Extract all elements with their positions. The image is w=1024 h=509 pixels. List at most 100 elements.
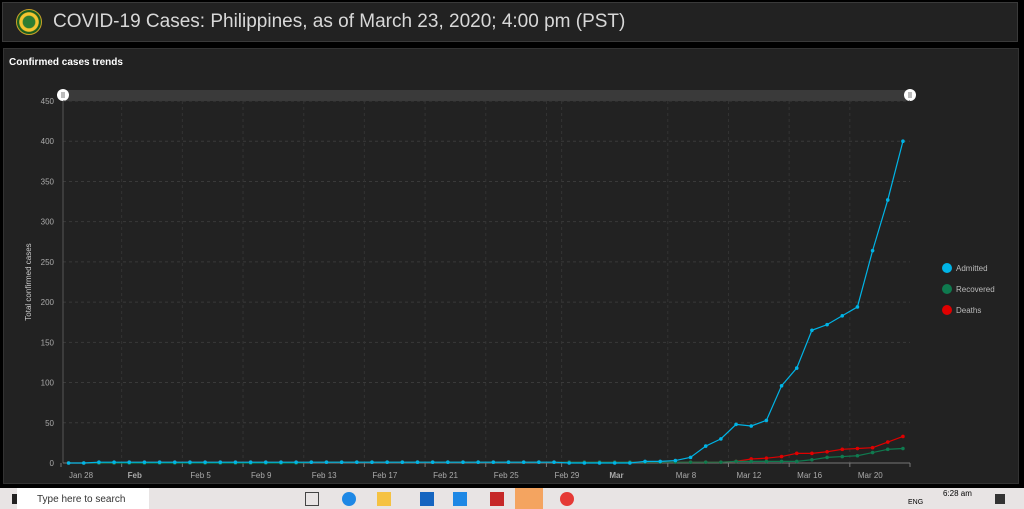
data-point-admitted (66, 461, 71, 465)
data-point-admitted (294, 460, 298, 464)
data-point-admitted (81, 461, 86, 465)
data-point-admitted (885, 198, 890, 202)
data-point-deaths (870, 445, 875, 450)
data-point-admitted (840, 313, 845, 318)
x-tick-label: Feb 9 (251, 471, 272, 480)
x-tick-label: Feb 5 (190, 471, 211, 480)
x-tick-label: Feb 21 (433, 471, 458, 480)
data-point-admitted (901, 139, 905, 144)
data-point-admitted (112, 460, 116, 464)
x-tick-label: Feb (128, 471, 142, 480)
search-input[interactable]: Type here to search (17, 488, 149, 509)
data-point-deaths (840, 447, 845, 452)
data-point-admitted (188, 460, 192, 464)
data-point-deaths (855, 446, 860, 451)
data-point-admitted (446, 460, 450, 464)
data-point-recovered (870, 450, 875, 455)
legend-label-recovered[interactable]: Recovered (956, 285, 995, 294)
clock[interactable]: 6:28 am (943, 489, 972, 498)
data-point-recovered (764, 459, 769, 464)
chrome-icon[interactable] (560, 492, 574, 506)
y-tick-label: 200 (41, 298, 55, 307)
active-app-icon[interactable] (515, 488, 543, 509)
data-point-recovered (688, 460, 693, 464)
data-point-admitted (385, 460, 389, 464)
data-point-admitted (537, 460, 541, 464)
data-point-admitted (825, 322, 829, 327)
data-point-admitted (218, 460, 223, 464)
data-point-admitted (506, 460, 511, 464)
y-axis-title: Total confirmed cases (24, 243, 33, 320)
data-point-admitted (491, 460, 496, 464)
data-point-recovered (779, 459, 784, 464)
data-point-deaths (885, 440, 890, 444)
store-icon[interactable] (420, 492, 434, 506)
header-bar: COVID-19 Cases: Philippines, as of March… (2, 2, 1018, 42)
data-point-deaths (825, 449, 829, 454)
data-point-admitted (430, 460, 435, 464)
data-point-admitted (476, 460, 480, 464)
x-tick-label: Mar 16 (797, 471, 822, 480)
data-point-admitted (400, 460, 405, 464)
data-point-admitted (764, 418, 769, 423)
legend-marker-deaths[interactable] (942, 305, 952, 315)
data-point-admitted (309, 460, 314, 464)
data-point-admitted (810, 328, 814, 333)
data-point-recovered (719, 460, 723, 464)
data-point-deaths (779, 454, 784, 459)
data-point-admitted (719, 437, 723, 441)
data-point-recovered (840, 454, 845, 459)
y-tick-label: 300 (41, 218, 55, 227)
y-tick-label: 400 (41, 137, 55, 146)
data-point-recovered (749, 459, 754, 464)
legend-marker-admitted[interactable] (942, 263, 952, 273)
data-point-admitted (172, 460, 177, 464)
x-tick-label: Mar 20 (858, 471, 883, 480)
edge-icon[interactable] (342, 492, 356, 506)
data-point-recovered (885, 447, 890, 452)
gmail-icon[interactable] (490, 492, 504, 506)
slider-handle-right[interactable] (904, 89, 916, 101)
legend-marker-recovered[interactable] (942, 284, 952, 294)
x-tick-label: Mar 8 (676, 471, 697, 480)
data-point-admitted (628, 461, 632, 465)
y-tick-label: 150 (41, 338, 55, 347)
data-point-admitted (203, 460, 207, 464)
slider-handle-left[interactable] (57, 89, 69, 101)
data-point-admitted (855, 305, 860, 309)
data-point-deaths (810, 451, 814, 456)
x-tick-label: Feb 17 (372, 471, 397, 480)
x-tick-label: Mar (609, 471, 623, 480)
data-point-admitted (370, 460, 374, 464)
x-tick-label: Feb 13 (312, 471, 337, 480)
data-point-admitted (157, 460, 162, 464)
task-view-icon[interactable] (305, 492, 319, 506)
y-tick-label: 450 (41, 97, 55, 106)
data-point-admitted (324, 460, 329, 464)
data-point-admitted (97, 460, 101, 464)
notifications-icon[interactable] (995, 494, 1005, 504)
legend-label-admitted[interactable]: Admitted (956, 264, 988, 273)
legend-label-deaths[interactable]: Deaths (956, 306, 981, 315)
data-point-admitted (582, 461, 587, 465)
data-point-admitted (127, 460, 132, 464)
data-point-recovered (794, 459, 799, 464)
data-point-admitted (279, 460, 283, 464)
data-point-admitted (567, 461, 571, 465)
file-explorer-icon[interactable] (377, 492, 391, 506)
data-point-admitted (552, 460, 556, 464)
language-indicator[interactable]: ENG (908, 499, 924, 506)
data-point-recovered (810, 457, 814, 462)
data-point-admitted (461, 460, 465, 464)
data-point-admitted (734, 422, 738, 427)
data-point-recovered (734, 459, 738, 464)
y-tick-label: 250 (41, 258, 55, 267)
range-slider-track (63, 90, 910, 101)
data-point-admitted (703, 444, 708, 448)
data-point-admitted (870, 248, 875, 253)
app-icon[interactable] (453, 492, 467, 506)
data-point-admitted (794, 366, 799, 370)
data-point-admitted (779, 383, 784, 388)
data-point-admitted (521, 460, 526, 464)
data-point-admitted (142, 460, 147, 464)
